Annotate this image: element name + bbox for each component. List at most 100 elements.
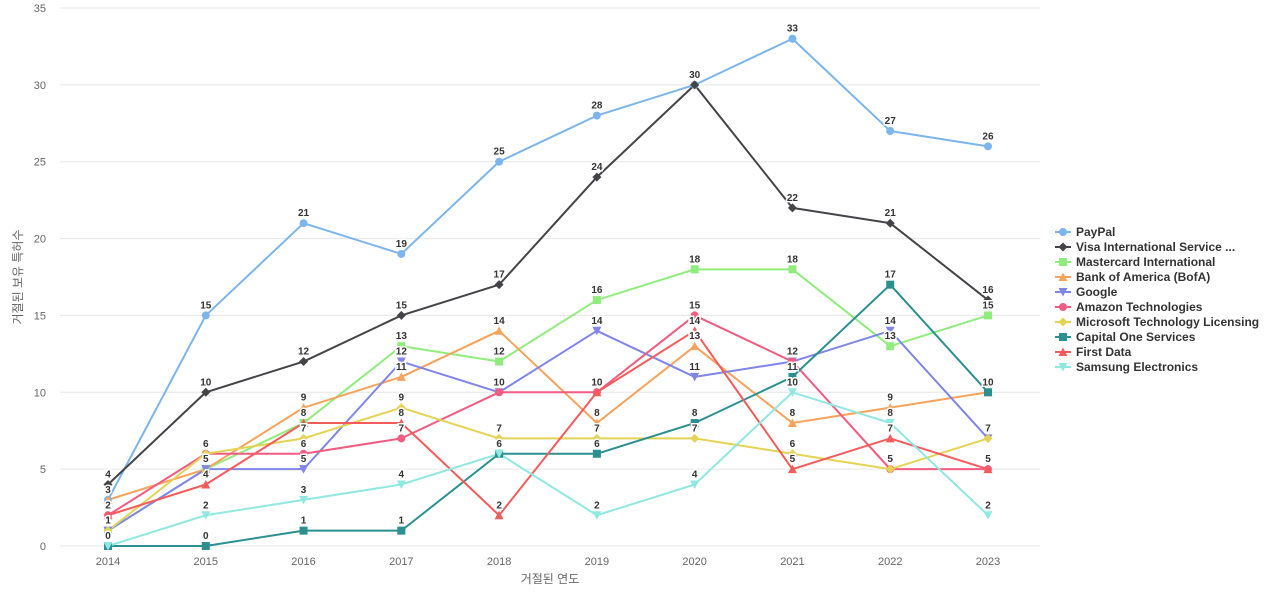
point-microsoft-2022[interactable] [885, 464, 895, 474]
point-microsoft-2019[interactable] [592, 433, 602, 443]
point-google-2015[interactable] [201, 465, 211, 474]
data-label-bofa-2016: 9 [301, 393, 307, 404]
point-amazon-2016[interactable] [299, 449, 308, 458]
point-visa-2021[interactable] [787, 203, 797, 213]
point-mastercard-2018[interactable] [495, 357, 504, 366]
point-samsung-2015[interactable] [201, 511, 211, 520]
data-label-mastercard-2016: 8 [301, 408, 307, 419]
point-microsoft-2014[interactable] [103, 526, 113, 536]
point-capital-one-2021[interactable] [788, 372, 797, 381]
point-paypal-2021[interactable] [788, 34, 797, 43]
point-first-data-2020[interactable] [690, 326, 700, 335]
point-capital-one-2022[interactable] [886, 280, 895, 289]
point-first-data-2015[interactable] [201, 480, 211, 489]
y-tick-label: 30 [34, 80, 46, 92]
point-mastercard-2022[interactable] [886, 342, 895, 351]
legend-item-amazon[interactable]: Amazon Technologies [1055, 299, 1259, 314]
point-amazon-2020[interactable] [690, 311, 699, 320]
legend-label-mastercard: Mastercard International [1076, 254, 1216, 269]
legend-item-google[interactable]: Google [1055, 284, 1259, 299]
legend-item-mastercard[interactable]: Mastercard International [1055, 254, 1259, 269]
point-visa-2023[interactable] [983, 295, 993, 305]
point-first-data-2014[interactable] [103, 510, 113, 520]
point-capital-one-2020[interactable] [690, 419, 699, 428]
point-visa-2018[interactable] [494, 280, 504, 290]
point-visa-2016[interactable] [299, 357, 309, 367]
legend-item-capital-one[interactable]: Capital One Services [1055, 329, 1259, 344]
legend-item-bofa[interactable]: Bank of America (BofA) [1055, 269, 1259, 284]
point-microsoft-2020[interactable] [690, 433, 700, 443]
point-visa-2015[interactable] [201, 387, 211, 397]
point-bofa-2016[interactable] [299, 403, 309, 412]
point-paypal-2018[interactable] [495, 157, 504, 166]
point-amazon-2017[interactable] [397, 434, 406, 443]
point-visa-2022[interactable] [885, 218, 895, 228]
point-capital-one-2016[interactable] [299, 526, 308, 535]
data-label-amazon-2017: 7 [399, 423, 405, 434]
point-microsoft-2018[interactable] [494, 433, 504, 443]
point-bofa-2017[interactable] [396, 372, 406, 381]
point-visa-2014[interactable] [103, 480, 113, 490]
point-samsung-2021[interactable] [787, 388, 797, 397]
point-mastercard-2021[interactable] [788, 265, 797, 274]
point-bofa-2014[interactable] [103, 495, 113, 504]
data-label-amazon-2016: 6 [301, 439, 307, 450]
point-paypal-2015[interactable] [201, 311, 210, 320]
point-bofa-2018[interactable] [494, 326, 504, 335]
point-samsung-2018[interactable] [494, 449, 504, 459]
point-visa-2019[interactable] [592, 172, 602, 182]
legend-item-visa[interactable]: Visa International Service ... [1055, 239, 1259, 254]
point-google-2016[interactable] [299, 465, 309, 474]
point-capital-one-2017[interactable] [397, 526, 406, 535]
data-label-capital-one-2015: 0 [203, 531, 209, 542]
point-google-2022[interactable] [885, 326, 895, 336]
point-bofa-2021[interactable] [787, 418, 797, 428]
point-mastercard-2017[interactable] [397, 342, 406, 351]
point-samsung-2014[interactable] [103, 542, 113, 551]
point-google-2017[interactable] [396, 357, 406, 367]
point-samsung-2020[interactable] [690, 480, 700, 490]
point-microsoft-2021[interactable] [787, 449, 797, 459]
point-samsung-2017[interactable] [396, 480, 406, 490]
point-google-2019[interactable] [592, 326, 602, 336]
point-paypal-2019[interactable] [592, 111, 601, 120]
point-paypal-2017[interactable] [397, 249, 406, 258]
point-first-data-2019[interactable] [592, 387, 602, 397]
point-first-data-2022[interactable] [885, 433, 895, 443]
point-bofa-2019[interactable] [592, 418, 602, 428]
point-samsung-2019[interactable] [592, 511, 602, 520]
point-samsung-2022[interactable] [885, 419, 895, 428]
point-mastercard-2023[interactable] [983, 311, 992, 320]
point-first-data-2017[interactable] [396, 418, 406, 428]
point-capital-one-2023[interactable] [983, 388, 992, 397]
point-capital-one-2015[interactable] [201, 542, 210, 550]
point-visa-2017[interactable] [396, 310, 406, 320]
point-microsoft-2017[interactable] [396, 403, 406, 413]
legend-label-visa: Visa International Service ... [1076, 239, 1236, 254]
legend-item-first-data[interactable]: First Data [1055, 344, 1259, 359]
point-visa-2020[interactable] [690, 80, 700, 90]
point-amazon-2018[interactable] [495, 388, 504, 397]
point-microsoft-2016[interactable] [299, 433, 309, 443]
legend-item-paypal[interactable]: PayPal [1055, 224, 1259, 239]
point-paypal-2023[interactable] [983, 142, 992, 151]
point-paypal-2016[interactable] [299, 219, 308, 228]
point-bofa-2022[interactable] [885, 403, 895, 412]
point-bofa-2020[interactable] [690, 341, 700, 351]
point-mastercard-2020[interactable] [690, 265, 699, 274]
point-samsung-2023[interactable] [983, 511, 993, 520]
point-first-data-2016[interactable] [299, 418, 309, 428]
point-first-data-2018[interactable] [494, 510, 504, 520]
point-samsung-2016[interactable] [299, 495, 309, 505]
point-first-data-2021[interactable] [787, 464, 797, 474]
legend-item-samsung[interactable]: Samsung Electronics [1055, 359, 1259, 374]
point-mastercard-2019[interactable] [592, 296, 601, 305]
point-paypal-2022[interactable] [886, 126, 895, 135]
point-first-data-2023[interactable] [983, 464, 993, 474]
legend-item-microsoft[interactable]: Microsoft Technology Licensing [1055, 314, 1259, 329]
point-capital-one-2019[interactable] [592, 449, 601, 458]
point-microsoft-2023[interactable] [983, 433, 993, 443]
point-amazon-2021[interactable] [788, 357, 797, 366]
point-google-2020[interactable] [690, 372, 700, 382]
point-microsoft-2015[interactable] [201, 449, 211, 459]
